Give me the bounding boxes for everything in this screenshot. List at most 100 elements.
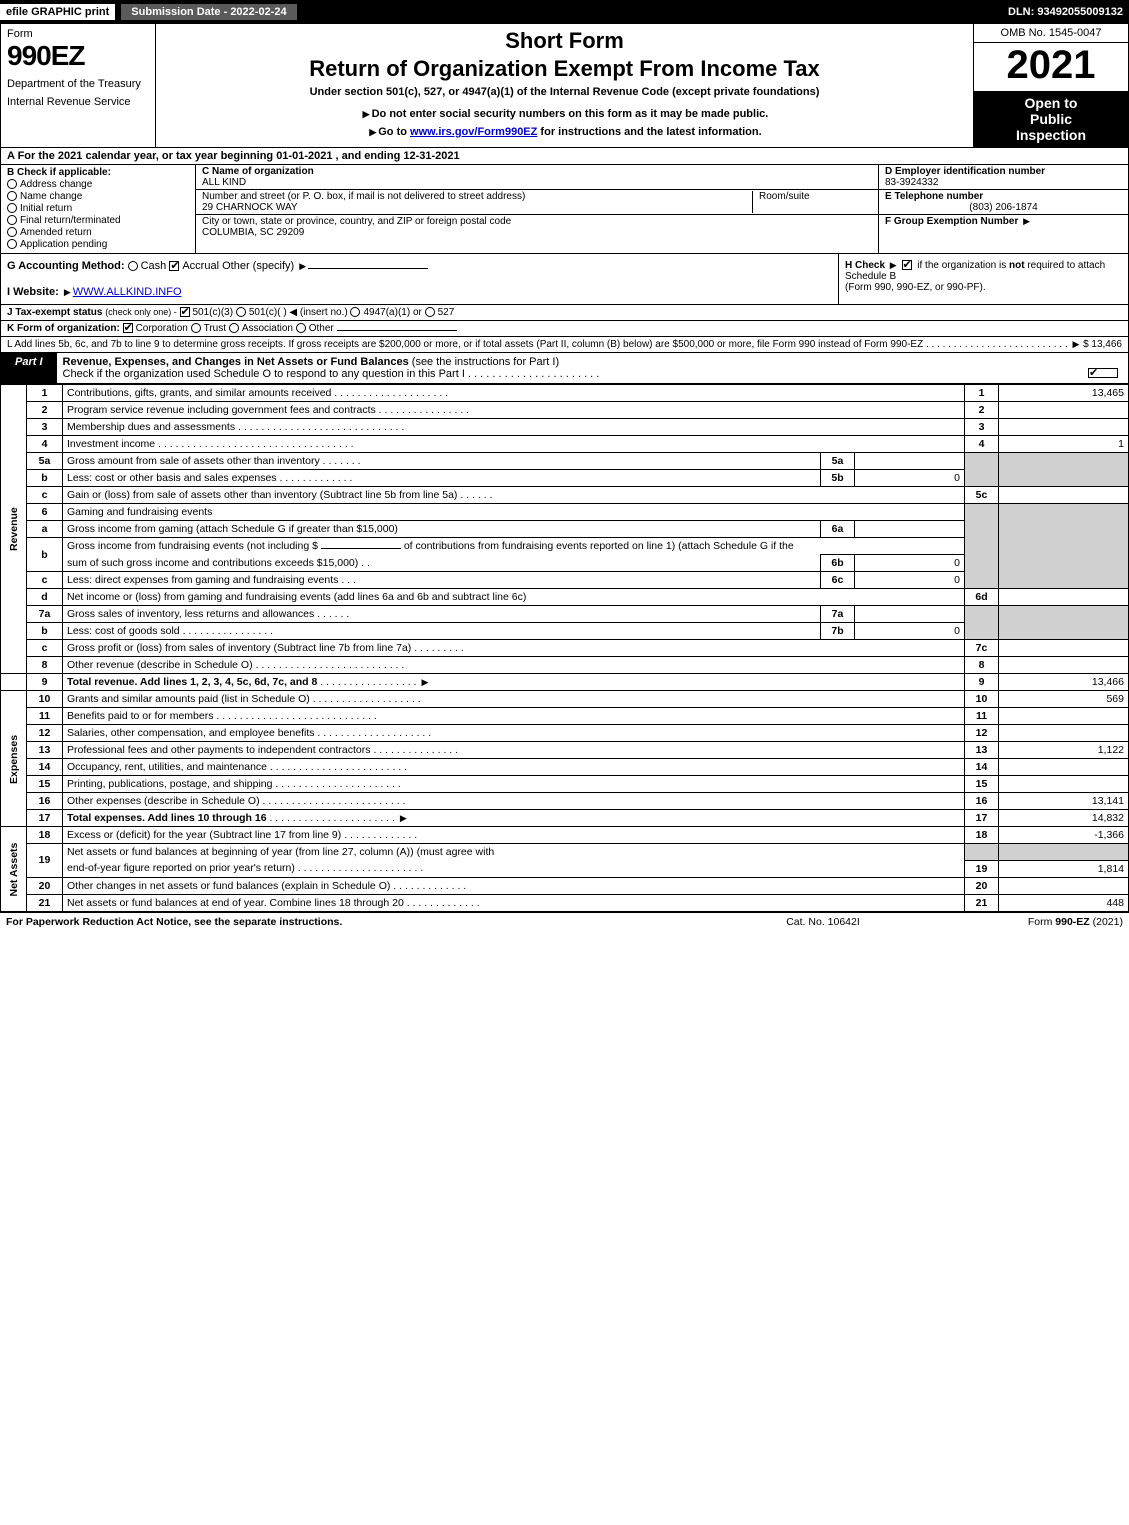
- cb-corporation[interactable]: [123, 323, 133, 333]
- l-row: L Add lines 5b, 6c, and 7b to line 9 to …: [0, 337, 1129, 353]
- row-a: A For the 2021 calendar year, or tax yea…: [0, 148, 1129, 165]
- room-suite: Room/suite: [752, 191, 872, 213]
- line8-val: [999, 657, 1129, 674]
- b-header: B Check if applicable:: [7, 167, 189, 178]
- lines-table: Revenue 1Contributions, gifts, grants, a…: [0, 384, 1129, 912]
- cb-amended-return[interactable]: Amended return: [7, 227, 189, 238]
- i-label: I Website:: [7, 286, 59, 298]
- ssn-note: Do not enter social security numbers on …: [164, 108, 965, 120]
- cb-address-change[interactable]: Address change: [7, 179, 189, 190]
- paperwork-notice: For Paperwork Reduction Act Notice, see …: [6, 916, 723, 928]
- line12-val: [999, 725, 1129, 742]
- line7c-val: [999, 640, 1129, 657]
- submission-date: Submission Date - 2022-02-24: [119, 2, 298, 22]
- cb-initial-return[interactable]: Initial return: [7, 203, 189, 214]
- open-inspection: Open to Public Inspection: [974, 91, 1128, 147]
- line20-val: [999, 877, 1129, 894]
- header-left: Form 990EZ Department of the Treasury In…: [1, 24, 156, 147]
- line13-val: 1,122: [999, 742, 1129, 759]
- line11-val: [999, 708, 1129, 725]
- city: COLUMBIA, SC 29209: [202, 227, 872, 238]
- c-name-label: C Name of organization: [202, 166, 872, 177]
- line6a-val: [855, 521, 965, 538]
- line7a-val: [855, 606, 965, 623]
- efile-label[interactable]: efile GRAPHIC print: [0, 4, 115, 20]
- street-label: Number and street (or P. O. box, if mail…: [202, 191, 752, 202]
- website-link[interactable]: WWW.ALLKIND.INFO: [73, 286, 182, 298]
- line6b-val: 0: [855, 555, 965, 572]
- footer: For Paperwork Reduction Act Notice, see …: [0, 912, 1129, 931]
- e-label: E Telephone number: [885, 191, 1122, 202]
- k-row: K Form of organization: Corporation Trus…: [0, 321, 1129, 337]
- col-def: D Employer identification number 83-3924…: [878, 165, 1128, 253]
- form-ref: Form 990-EZ (2021): [923, 916, 1123, 928]
- g-accounting: G Accounting Method: Cash Accrual Other …: [1, 254, 838, 304]
- line14-val: [999, 759, 1129, 776]
- header-center: Short Form Return of Organization Exempt…: [156, 24, 973, 147]
- line9-val: 13,466: [999, 674, 1129, 691]
- tax-year: 2021: [974, 43, 1128, 91]
- col-c: C Name of organization ALL KIND Number a…: [196, 165, 878, 253]
- part1-tab: Part I: [1, 353, 57, 383]
- line19-val: 1,814: [999, 860, 1129, 877]
- cb-association[interactable]: [229, 323, 239, 333]
- line5c-val: [999, 487, 1129, 504]
- cb-schedule-o[interactable]: [1088, 368, 1118, 378]
- section-bcd: B Check if applicable: Address change Na…: [0, 165, 1129, 254]
- goto-note: Go to www.irs.gov/Form990EZ for instruct…: [164, 126, 965, 138]
- f-label: F Group Exemption Number: [885, 216, 1018, 227]
- cb-final-return[interactable]: Final return/terminated: [7, 215, 189, 226]
- d-label: D Employer identification number: [885, 166, 1122, 177]
- ein: 83-3924332: [885, 177, 1122, 188]
- telephone: (803) 206-1874: [885, 202, 1122, 213]
- line5a-val: [855, 453, 965, 470]
- form-header: Form 990EZ Department of the Treasury In…: [0, 24, 1129, 148]
- revenue-label: Revenue: [1, 385, 27, 674]
- header-right: OMB No. 1545-0047 2021 Open to Public In…: [973, 24, 1128, 147]
- line21-val: 448: [999, 894, 1129, 911]
- short-form-title: Short Form: [164, 28, 965, 54]
- line3-val: [999, 419, 1129, 436]
- cb-4947[interactable]: [350, 307, 360, 317]
- form-number: 990EZ: [7, 40, 149, 72]
- part1-header: Part I Revenue, Expenses, and Changes in…: [0, 353, 1129, 384]
- under-section: Under section 501(c), 527, or 4947(a)(1)…: [164, 86, 965, 98]
- cb-name-change[interactable]: Name change: [7, 191, 189, 202]
- dept-treasury: Department of the Treasury: [7, 78, 149, 90]
- j-row: J Tax-exempt status (check only one) - 5…: [0, 305, 1129, 321]
- irs-link[interactable]: www.irs.gov/Form990EZ: [410, 126, 537, 138]
- cb-527[interactable]: [425, 307, 435, 317]
- arrow-icon: [1021, 216, 1032, 227]
- line17-val: 14,832: [999, 810, 1129, 827]
- cb-accrual[interactable]: [169, 261, 179, 271]
- cb-application-pending[interactable]: Application pending: [7, 239, 189, 250]
- line16-val: 13,141: [999, 793, 1129, 810]
- cb-501c3[interactable]: [180, 307, 190, 317]
- line15-val: [999, 776, 1129, 793]
- omb-number: OMB No. 1545-0047: [974, 24, 1128, 43]
- line18-val: -1,366: [999, 827, 1129, 844]
- cb-other[interactable]: [296, 323, 306, 333]
- line6d-val: [999, 589, 1129, 606]
- cb-501c[interactable]: [236, 307, 246, 317]
- line7b-val: 0: [855, 623, 965, 640]
- top-bar: efile GRAPHIC print Submission Date - 20…: [0, 0, 1129, 24]
- cb-cash[interactable]: [128, 261, 138, 271]
- col-b: B Check if applicable: Address change Na…: [1, 165, 196, 253]
- gross-receipts: $ 13,466: [1083, 339, 1122, 350]
- cat-no: Cat. No. 10642I: [723, 916, 923, 928]
- line10-val: 569: [999, 691, 1129, 708]
- return-title: Return of Organization Exempt From Incom…: [164, 56, 965, 82]
- cb-trust[interactable]: [191, 323, 201, 333]
- dept-irs: Internal Revenue Service: [7, 96, 149, 108]
- line6c-val: 0: [855, 572, 965, 589]
- h-check: H Check if the organization is not requi…: [838, 254, 1128, 304]
- line2-val: [999, 402, 1129, 419]
- form-label: Form: [7, 28, 149, 40]
- line1-val: 13,465: [999, 385, 1129, 402]
- city-label: City or town, state or province, country…: [202, 216, 872, 227]
- line5b-val: 0: [855, 470, 965, 487]
- cb-schedule-b[interactable]: [902, 260, 912, 270]
- line4-val: 1: [999, 436, 1129, 453]
- org-name: ALL KIND: [202, 177, 872, 188]
